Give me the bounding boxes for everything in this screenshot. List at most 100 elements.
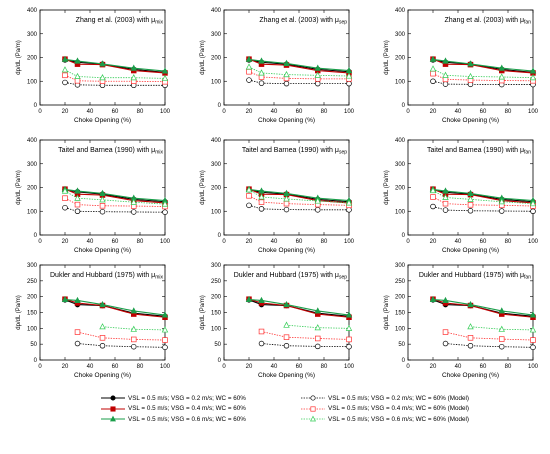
y-tick-label: 100 — [211, 209, 222, 215]
data-point — [74, 340, 81, 347]
series-line — [77, 343, 166, 348]
series-4 — [62, 204, 168, 215]
series-line — [248, 79, 349, 85]
y-tick-label: 400 — [27, 8, 38, 14]
series-6 — [245, 186, 353, 206]
data-point — [162, 209, 168, 215]
data-point — [161, 74, 169, 81]
series-line — [432, 73, 534, 82]
y-tick-label: 100 — [27, 209, 38, 215]
legend-swatch-0 — [101, 395, 125, 401]
data-point — [315, 80, 321, 87]
x-tick-label: 0 — [222, 109, 226, 115]
data-point — [442, 187, 449, 194]
series-4 — [442, 340, 536, 351]
data-point — [467, 343, 474, 349]
data-point — [74, 296, 81, 303]
data-point — [467, 189, 474, 196]
y-tick-label: 400 — [211, 138, 222, 144]
data-point — [345, 199, 353, 206]
data-point — [161, 67, 169, 74]
data-point — [245, 55, 253, 62]
x-tick-label: 40 — [271, 239, 278, 245]
y-tick-label: 250 — [27, 279, 38, 285]
data-point — [99, 323, 106, 330]
data-point — [246, 68, 252, 75]
plot-frame — [407, 139, 534, 236]
data-point — [346, 343, 352, 350]
y-tick-label: 50 — [30, 342, 37, 348]
y-tick-label: 200 — [395, 186, 406, 192]
y-tick-label: 200 — [27, 295, 38, 301]
y-tick-label: 50 — [214, 342, 221, 348]
series-5 — [442, 329, 536, 343]
data-point — [530, 337, 536, 343]
x-tick-label: 0 — [38, 239, 42, 245]
legend-model: VSL = 0.5 m/s; VSG = 0.2 m/s; WC = 60% (… — [300, 393, 469, 425]
x-tick-label: 0 — [38, 109, 42, 115]
legend-label: VSL = 0.5 m/s; VSG = 0.6 m/s; WC = 60% (… — [328, 415, 469, 423]
data-point — [314, 71, 321, 78]
legend-experimental: VSL = 0.5 m/s; VSG = 0.2 m/s; WC = 60% V… — [100, 393, 246, 425]
x-tick-label: 0 — [406, 364, 410, 370]
legend-label: VSL = 0.5 m/s; VSG = 0.6 m/s; WC = 60% — [128, 415, 246, 423]
data-point — [499, 336, 505, 342]
data-point — [467, 300, 474, 308]
data-point — [74, 329, 81, 335]
series-4 — [430, 203, 536, 215]
y-tick-label: 300 — [211, 162, 222, 168]
x-tick-label: 0 — [406, 239, 410, 245]
legend-marker — [310, 395, 316, 401]
y-tick-label: 400 — [395, 138, 406, 144]
x-tick-label: 40 — [87, 364, 94, 370]
x-tick-label: 20 — [430, 364, 437, 370]
data-point — [99, 60, 106, 67]
data-point — [74, 72, 81, 80]
data-point — [442, 207, 449, 213]
data-point — [258, 199, 265, 205]
y-tick-label: 0 — [402, 358, 406, 364]
data-point — [498, 198, 505, 205]
data-point — [99, 208, 106, 215]
legend-item: VSL = 0.5 m/s; VSG = 0.4 m/s; WC = 60% — [100, 404, 246, 415]
data-point — [467, 60, 474, 67]
data-point — [283, 206, 290, 213]
data-point — [99, 300, 106, 308]
x-tick-label: 20 — [430, 239, 437, 245]
x-tick-label: 100 — [344, 109, 355, 115]
data-point — [131, 343, 137, 350]
data-point — [258, 340, 265, 347]
legend-marker — [110, 395, 116, 401]
x-tick-label: 40 — [87, 109, 94, 115]
chart-panel-9: 0 20 40 60 80 100 0 50 100 150 200 250 300 Choke Open… — [384, 263, 539, 379]
data-point — [258, 69, 265, 76]
x-tick-label: 100 — [160, 239, 171, 245]
x-axis-label: Choke Opening (%) — [258, 372, 315, 379]
series-6 — [61, 187, 169, 207]
y-tick-label: 200 — [211, 56, 222, 62]
data-point — [530, 344, 536, 351]
y-tick-label: 150 — [27, 311, 38, 317]
data-point — [467, 208, 474, 214]
series-6 — [429, 186, 537, 207]
y-tick-label: 100 — [211, 79, 222, 85]
data-point — [258, 296, 265, 303]
x-tick-label: 40 — [87, 239, 94, 245]
data-point — [530, 208, 536, 215]
series-6 — [99, 323, 169, 333]
x-tick-label: 60 — [296, 239, 303, 245]
series-line — [432, 206, 534, 212]
series-3 — [61, 295, 169, 318]
data-point — [429, 65, 437, 72]
data-point — [74, 78, 81, 84]
y-tick-label: 200 — [27, 186, 38, 192]
data-point — [61, 66, 69, 73]
data-point — [130, 74, 137, 81]
y-tick-label: 150 — [211, 311, 222, 317]
series-line — [77, 331, 166, 341]
legend-marker — [310, 406, 316, 412]
data-point — [529, 67, 537, 74]
x-tick-label: 40 — [455, 364, 462, 370]
x-tick-label: 40 — [455, 239, 462, 245]
x-axis-label: Choke Opening (%) — [258, 247, 315, 254]
